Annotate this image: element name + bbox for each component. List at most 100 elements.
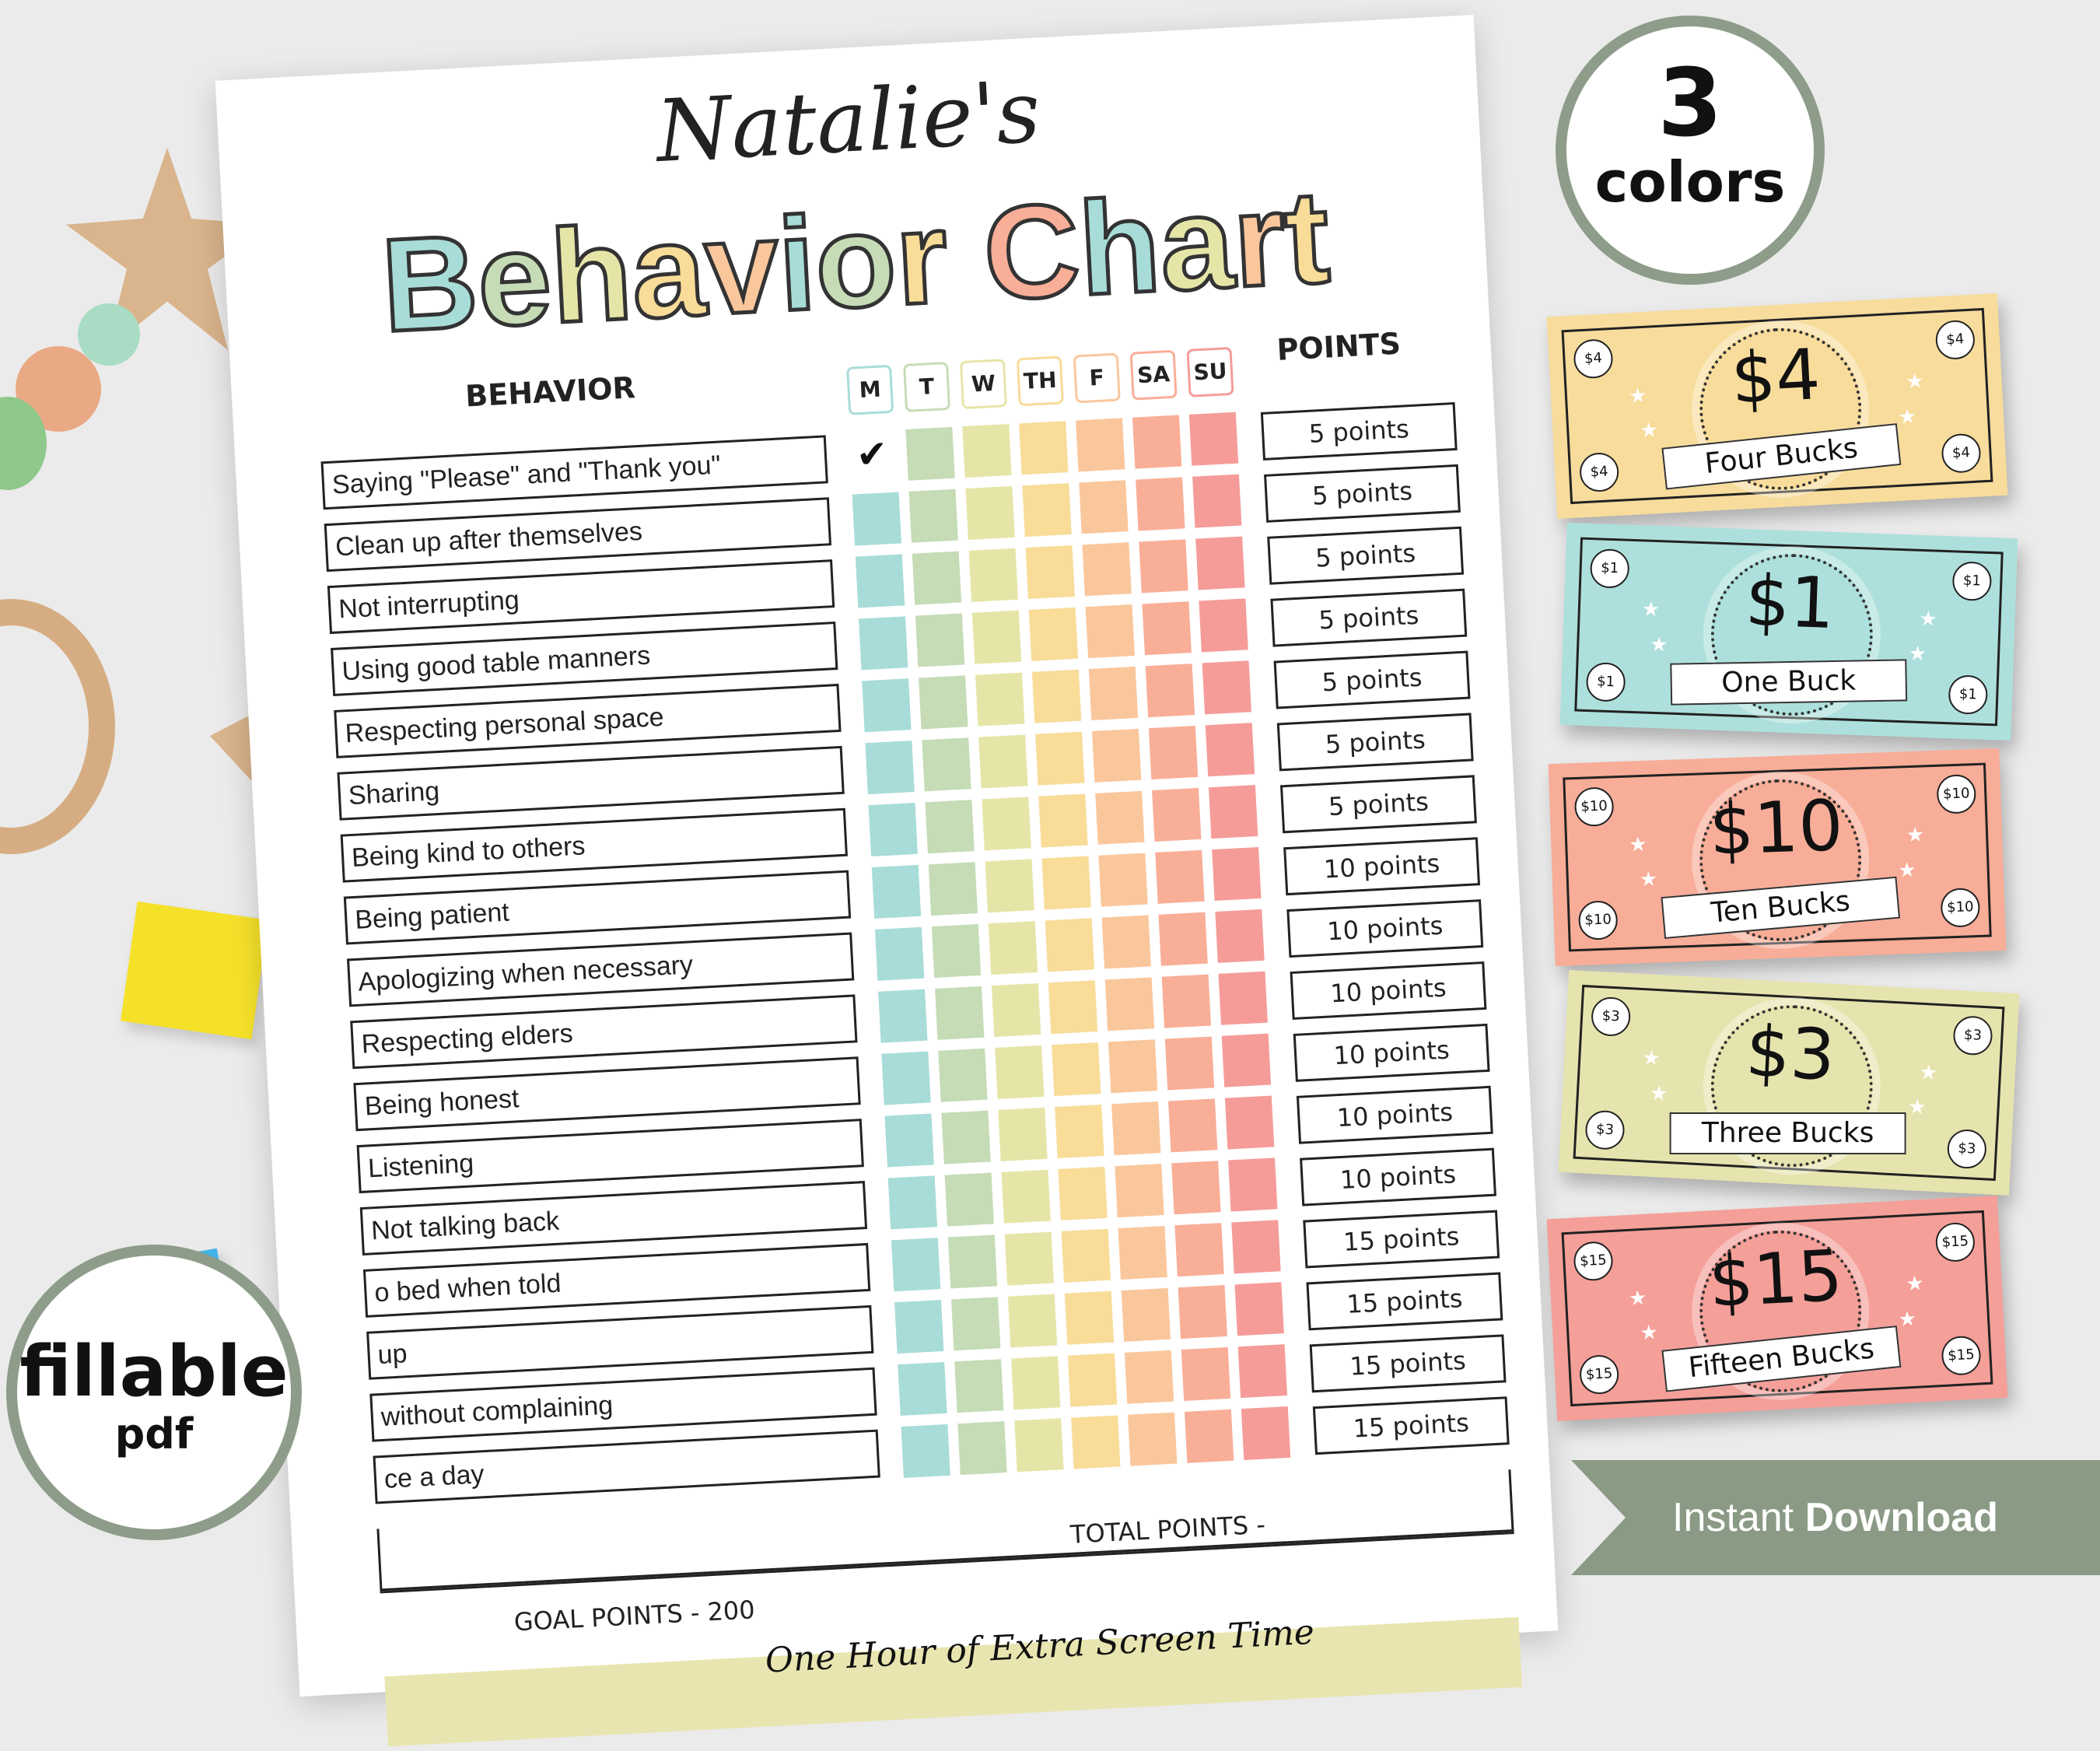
checkbox-th[interactable] xyxy=(1038,793,1088,848)
checkbox-sa[interactable] xyxy=(1132,415,1182,469)
checkbox-sa[interactable] xyxy=(1136,477,1185,531)
points-field[interactable]: 10 points xyxy=(1290,961,1487,1020)
behavior-field[interactable]: Not talking back xyxy=(359,1181,868,1255)
checkbox-t[interactable] xyxy=(941,1110,991,1164)
checkbox-sa[interactable] xyxy=(1184,1409,1234,1463)
checkbox-su[interactable] xyxy=(1205,723,1255,777)
checkbox-t[interactable] xyxy=(957,1421,1007,1476)
checkbox-w[interactable] xyxy=(1004,1231,1055,1286)
points-field[interactable]: 15 points xyxy=(1309,1334,1507,1393)
checkbox-w[interactable] xyxy=(1007,1294,1058,1348)
checkbox-th[interactable] xyxy=(1061,1228,1111,1283)
checkbox-th[interactable] xyxy=(1035,731,1085,786)
points-field[interactable]: 15 points xyxy=(1312,1396,1510,1455)
checkbox-th[interactable] xyxy=(1064,1290,1115,1345)
checkbox-su[interactable] xyxy=(1192,474,1242,528)
checkbox-sa[interactable] xyxy=(1171,1161,1221,1215)
behavior-field[interactable]: o bed when told xyxy=(362,1242,871,1318)
checkbox-th[interactable] xyxy=(1052,1042,1101,1097)
checkbox-sa[interactable] xyxy=(1145,664,1195,718)
points-field[interactable]: 5 points xyxy=(1260,401,1458,461)
points-field[interactable]: 5 points xyxy=(1270,588,1468,647)
checkbox-m[interactable] xyxy=(887,1175,938,1230)
checkbox-m[interactable] xyxy=(865,741,915,795)
behavior-field[interactable]: Sharing xyxy=(337,745,845,821)
checkbox-sa[interactable] xyxy=(1161,974,1212,1028)
behavior-field[interactable]: Clean up after themselves xyxy=(324,497,832,573)
checkbox-su[interactable] xyxy=(1195,536,1245,590)
checkbox-m[interactable] xyxy=(868,802,918,857)
checkbox-sa[interactable] xyxy=(1174,1223,1224,1277)
checkbox-t[interactable] xyxy=(950,1297,1001,1351)
checkbox-f[interactable] xyxy=(1079,480,1129,534)
checkbox-th[interactable] xyxy=(1067,1353,1118,1407)
behavior-field[interactable]: Listening xyxy=(356,1119,864,1194)
checkbox-su[interactable] xyxy=(1212,846,1262,902)
checkbox-f[interactable] xyxy=(1095,790,1145,845)
checkbox-t[interactable] xyxy=(935,986,985,1040)
checkbox-th[interactable] xyxy=(1058,1166,1108,1220)
checkbox-sa[interactable] xyxy=(1181,1347,1231,1401)
checkbox-m[interactable] xyxy=(855,554,905,608)
checkbox-f[interactable] xyxy=(1124,1350,1174,1404)
checkbox-m[interactable] xyxy=(878,989,928,1043)
checkbox-th[interactable] xyxy=(1031,669,1082,723)
checkbox-w[interactable] xyxy=(1014,1418,1064,1473)
checkbox-sa[interactable] xyxy=(1164,1036,1215,1091)
checkbox-t[interactable] xyxy=(944,1172,994,1227)
behavior-field[interactable]: ce a day xyxy=(373,1429,880,1504)
points-field[interactable]: 10 points xyxy=(1286,899,1484,958)
checkbox-f[interactable] xyxy=(1085,604,1135,659)
checkbox-t[interactable] xyxy=(912,551,962,605)
checkbox-m[interactable] xyxy=(901,1424,950,1478)
checkbox-m[interactable] xyxy=(884,1113,934,1168)
checkbox-m[interactable] xyxy=(874,926,925,981)
checkbox-t[interactable] xyxy=(925,800,975,854)
behavior-field[interactable]: Using good table manners xyxy=(331,622,838,696)
checkbox-su[interactable] xyxy=(1231,1220,1281,1274)
checkbox-t[interactable] xyxy=(919,675,968,730)
checkbox-w[interactable] xyxy=(1001,1169,1051,1224)
checkbox-t[interactable] xyxy=(915,613,965,667)
checkbox-su[interactable] xyxy=(1234,1282,1284,1336)
checkbox-th[interactable] xyxy=(1025,545,1075,600)
checkbox-t[interactable] xyxy=(908,489,958,543)
checkbox-th[interactable] xyxy=(1048,980,1098,1035)
checkbox-f[interactable] xyxy=(1111,1101,1161,1156)
checkbox-su[interactable] xyxy=(1215,909,1265,963)
points-field[interactable]: 5 points xyxy=(1267,526,1465,585)
checkbox-sa[interactable] xyxy=(1168,1098,1218,1153)
checkbox-t[interactable] xyxy=(905,426,955,481)
checkbox-sa[interactable] xyxy=(1158,912,1208,966)
points-field[interactable]: 5 points xyxy=(1264,464,1461,523)
checkbox-f[interactable] xyxy=(1098,853,1148,907)
checkbox-sa[interactable] xyxy=(1139,539,1188,594)
checkbox-th[interactable] xyxy=(1041,856,1091,910)
checkbox-w[interactable] xyxy=(982,797,1031,851)
points-field[interactable]: 10 points xyxy=(1283,837,1481,896)
behavior-field[interactable]: Saying "Please" and "Thank you" xyxy=(320,435,828,510)
checkbox-su[interactable] xyxy=(1208,785,1258,839)
checkbox-f[interactable] xyxy=(1082,542,1132,597)
checkbox-su[interactable] xyxy=(1199,598,1248,653)
checkbox-m[interactable] xyxy=(898,1362,947,1417)
checkbox-f[interactable] xyxy=(1115,1164,1164,1218)
checkbox-t[interactable] xyxy=(954,1359,1004,1413)
checkbox-th[interactable] xyxy=(1022,483,1072,538)
checkbox-sa[interactable] xyxy=(1148,726,1199,780)
checkbox-su[interactable] xyxy=(1218,971,1268,1025)
points-field[interactable]: 10 points xyxy=(1300,1147,1496,1206)
checkbox-sa[interactable] xyxy=(1152,787,1202,842)
checkbox-th[interactable] xyxy=(1019,421,1069,475)
checkbox-th[interactable] xyxy=(1028,607,1079,661)
points-field[interactable]: 5 points xyxy=(1279,775,1477,834)
checkbox-w[interactable] xyxy=(985,859,1034,913)
checkbox-su[interactable] xyxy=(1221,1033,1272,1087)
points-field[interactable]: 10 points xyxy=(1293,1023,1490,1082)
checkbox-f[interactable] xyxy=(1118,1225,1167,1280)
checkbox-f[interactable] xyxy=(1108,1039,1158,1094)
checkbox-w[interactable] xyxy=(978,734,1028,789)
checkbox-w[interactable] xyxy=(995,1045,1045,1099)
checkbox-m[interactable] xyxy=(852,492,902,546)
behavior-field[interactable]: up xyxy=(366,1304,874,1380)
